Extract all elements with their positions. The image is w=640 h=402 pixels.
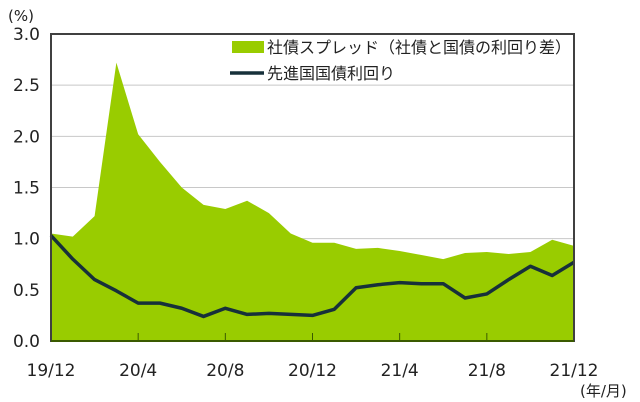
x-unit-label: (年/月)	[580, 382, 627, 400]
y-tick-label: 3.0	[13, 25, 40, 45]
y-unit-label: (%)	[8, 7, 34, 25]
y-tick-label: 0.5	[13, 281, 40, 301]
legend-label-yield: 先進国国債利回り	[267, 64, 395, 83]
y-tick-label: 2.5	[13, 76, 40, 96]
spread-area	[51, 62, 574, 342]
y-tick-label: 0.0	[13, 332, 40, 352]
x-tick-label: 20/4	[119, 361, 157, 381]
x-tick-label: 21/12	[550, 361, 599, 381]
yield-line	[49, 234, 575, 319]
x-axis-labels: 19/12 20/4 20/8 20/12 21/4 21/8 21/12	[27, 361, 599, 381]
x-axis-ticks	[137, 333, 488, 341]
x-tick-label: 19/12	[27, 361, 76, 381]
legend-label-spread: 社債スプレッド（社債と国債の利回り差）	[267, 38, 571, 57]
x-tick-label: 20/8	[206, 361, 244, 381]
x-tick-label: 21/8	[468, 361, 506, 381]
x-tick-label: 21/4	[381, 361, 419, 381]
y-tick-label: 1.0	[13, 230, 40, 250]
y-tick-label: 1.5	[13, 179, 40, 199]
y-tick-label: 2.0	[13, 127, 40, 147]
legend-swatch-spread	[232, 41, 264, 53]
y-axis-labels: 0.0 0.5 1.0 1.5 2.0 2.5 3.0	[13, 25, 40, 352]
legend: 社債スプレッド（社債と国債の利回り差） 先進国国債利回り	[230, 38, 571, 83]
x-tick-label: 20/12	[288, 361, 337, 381]
